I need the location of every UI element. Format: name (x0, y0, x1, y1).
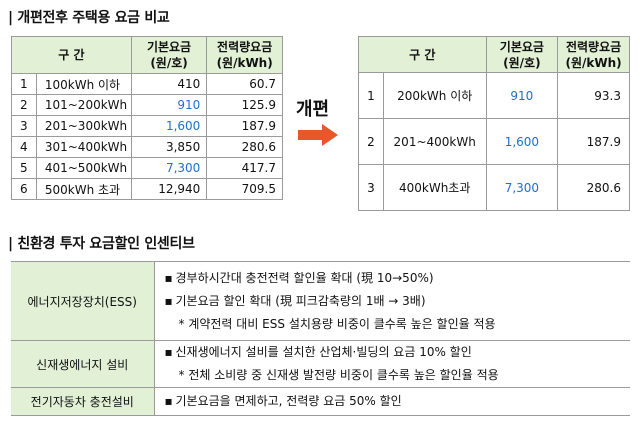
header-range: 구 간 (11, 36, 132, 74)
energy-charge: 417.7 (206, 157, 283, 179)
incentive-category: 에너지저장장치(ESS) (11, 261, 155, 341)
base-fee: 910 (130, 94, 208, 116)
base-fee: 1,600 (485, 118, 559, 165)
table-after-reform: 구 간 기본요금 (원/호) 전력량요금 (원/kWh) 1 200kWh 이하 9… (358, 36, 630, 211)
usage-range: 201~300kWh (35, 115, 132, 137)
base-fee: 7,300 (485, 164, 559, 211)
table-row: 2 101~200kWh 910 125.9 (11, 94, 283, 116)
incentive-category: 신재생에너지 설비 (11, 340, 155, 388)
energy-charge: 60.7 (206, 73, 283, 95)
reform-label: 개편 (296, 99, 330, 120)
bullet-item: ▪ 신재생에너지 설비를 설치한 산업체·빌딩의 요금 10% 할인 (165, 341, 631, 364)
table-row: 5 401~500kWh 7,300 417.7 (11, 157, 283, 179)
right-arrow-icon (298, 124, 338, 146)
line-text: 기본요금 할인 확대 (現 피크감축량의 1배 → 3배) (175, 293, 426, 308)
bullet-item: ▪ 경부하시간대 충전전력 할인율 확대 (現 10→50%) (165, 267, 631, 290)
base-fee: 410 (130, 73, 208, 95)
incentive-row: 전기자동차 충전설비 ▪ 기본요금을 면제하고, 전력량 요금 50% 할인 (11, 387, 631, 416)
table-row: 1 100kWh 이하 410 60.7 (11, 73, 283, 95)
note-item: * 계약전력 대비 ESS 설치용량 비중이 클수록 높은 할인율 적용 (165, 313, 631, 336)
row-number: 4 (11, 136, 37, 158)
header-base-fee: 기본요금 (원/호) (485, 36, 559, 73)
bullet-item: ▪ 기본요금 할인 확대 (現 피크감축량의 1배 → 3배) (165, 290, 631, 313)
energy-charge: 93.3 (557, 72, 630, 119)
bullet-icon: ▪ (164, 394, 173, 408)
row-number: 1 (358, 72, 384, 119)
usage-range: 301~400kWh (35, 136, 132, 158)
note-item: * 전체 소비량 중 신재생 발전량 비중이 클수록 높은 할인율 적용 (165, 364, 631, 387)
row-number: 2 (11, 94, 37, 116)
usage-range: 200kWh 이하 (382, 72, 487, 119)
energy-charge: 280.6 (557, 164, 630, 211)
bullet-icon: ▪ (164, 345, 173, 359)
table-row: 4 301~400kWh 3,850 280.6 (11, 136, 283, 158)
base-fee: 910 (485, 72, 559, 119)
row-number: 5 (11, 157, 37, 179)
header-range: 구 간 (358, 36, 487, 73)
line-text: 기본요금을 면제하고, 전력량 요금 50% 할인 (175, 394, 402, 408)
line-text: 경부하시간대 충전전력 할인율 확대 (現 10→50%) (175, 270, 434, 285)
usage-range: 201~400kWh (382, 118, 487, 165)
section-title-incentives: | 친환경 투자 요금할인 인센티브 (8, 236, 195, 252)
table-row: 1 200kWh 이하 910 93.3 (358, 72, 630, 119)
line-text: * 전체 소비량 중 신재생 발전량 비중이 클수록 높은 할인율 적용 (178, 368, 499, 382)
base-fee: 7,300 (130, 157, 208, 179)
base-fee: 12,940 (130, 178, 208, 200)
line-text: 신재생에너지 설비를 설치한 산업체·빌딩의 요금 10% 할인 (175, 345, 472, 359)
line-text: * 계약전력 대비 ESS 설치용량 비중이 클수록 높은 할인율 적용 (178, 316, 496, 331)
bullet-icon: ▪ (164, 270, 173, 285)
row-number: 6 (11, 178, 37, 200)
usage-range: 100kWh 이하 (35, 73, 132, 95)
bullet-icon: ▪ (164, 293, 173, 308)
header-base-fee: 기본요금 (원/호) (130, 36, 208, 74)
row-number: 2 (358, 118, 384, 165)
table-incentives: 에너지저장장치(ESS) ▪ 경부하시간대 충전전력 할인율 확대 (現 10→50… (11, 261, 630, 416)
energy-charge: 187.9 (557, 118, 630, 165)
incentive-row: 에너지저장장치(ESS) ▪ 경부하시간대 충전전력 할인율 확대 (現 10→50… (11, 261, 631, 341)
row-number: 1 (11, 73, 37, 95)
usage-range: 500kWh 초과 (35, 178, 132, 200)
energy-charge: 709.5 (206, 178, 283, 200)
table-header-row: 구 간 기본요금 (원/호) 전력량요금 (원/kWh) (11, 36, 283, 74)
bullet-item: ▪ 기본요금을 면제하고, 전력량 요금 50% 할인 (165, 390, 631, 413)
energy-charge: 187.9 (206, 115, 283, 137)
energy-charge: 125.9 (206, 94, 283, 116)
incentive-row: 신재생에너지 설비 ▪ 신재생에너지 설비를 설치한 산업체·빌딩의 요금 10% … (11, 340, 631, 388)
incentive-description: ▪ 기본요금을 면제하고, 전력량 요금 50% 할인 (154, 387, 631, 416)
header-energy-charge: 전력량요금 (원/kWh) (206, 36, 283, 74)
section-title-rate-comparison: | 개편전후 주택용 요금 비교 (8, 10, 170, 26)
usage-range: 400kWh초과 (382, 164, 487, 211)
table-header-row: 구 간 기본요금 (원/호) 전력량요금 (원/kWh) (358, 36, 630, 73)
table-before-reform: 구 간 기본요금 (원/호) 전력량요금 (원/kWh) 1 100kWh 이하 4… (11, 36, 283, 200)
table-row: 2 201~400kWh 1,600 187.9 (358, 118, 630, 165)
incentive-description: ▪ 신재생에너지 설비를 설치한 산업체·빌딩의 요금 10% 할인 * 전체 소비… (154, 340, 631, 388)
row-number: 3 (358, 164, 384, 211)
incentive-description: ▪ 경부하시간대 충전전력 할인율 확대 (現 10→50%) ▪ 기본요금 할인 확… (154, 261, 631, 341)
usage-range: 401~500kWh (35, 157, 132, 179)
table-row: 3 400kWh초과 7,300 280.6 (358, 164, 630, 211)
incentive-category: 전기자동차 충전설비 (11, 387, 155, 416)
table-row: 6 500kWh 초과 12,940 709.5 (11, 178, 283, 200)
header-energy-charge: 전력량요금 (원/kWh) (557, 36, 630, 73)
energy-charge: 280.6 (206, 136, 283, 158)
row-number: 3 (11, 115, 37, 137)
base-fee: 1,600 (130, 115, 208, 137)
base-fee: 3,850 (130, 136, 208, 158)
table-row: 3 201~300kWh 1,600 187.9 (11, 115, 283, 137)
usage-range: 101~200kWh (35, 94, 132, 116)
